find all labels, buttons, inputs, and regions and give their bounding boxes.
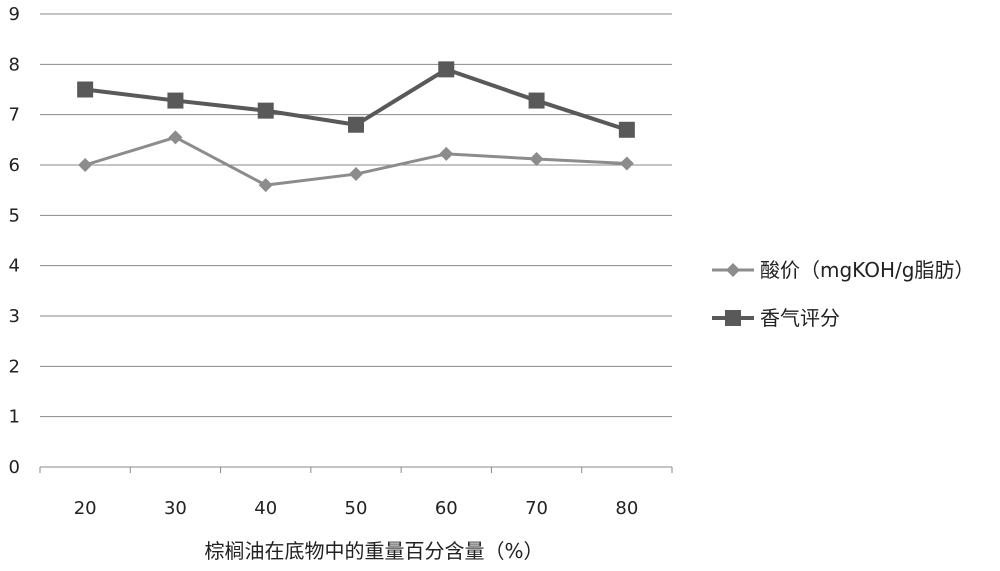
diamond-point	[619, 156, 634, 171]
x-tick-label: 40	[254, 498, 277, 519]
diamond-point	[168, 130, 183, 145]
diamond-point	[78, 158, 93, 172]
y-tick-label: 4	[9, 256, 20, 277]
diamond-point	[529, 151, 544, 166]
y-axis-ticks: 0 1 2 3 4 5 6 7 8 9	[9, 4, 20, 478]
y-tick-label: 7	[9, 105, 20, 126]
legend-label: 香气评分	[760, 306, 840, 330]
legend-marker	[725, 310, 741, 326]
plot-series	[77, 61, 635, 193]
x-tick-label: 20	[74, 498, 97, 519]
x-tick-label: 30	[164, 498, 187, 519]
square-point	[167, 92, 184, 109]
legend-label: 酸价（mgKOH/g脂肪）	[760, 258, 974, 282]
square-point	[257, 102, 274, 119]
x-tick-label: 80	[615, 498, 638, 519]
y-tick-label: 1	[9, 407, 20, 428]
x-axis-title: 棕榈油在底物中的重量百分含量（%）	[204, 539, 543, 563]
y-tick-label: 2	[9, 356, 20, 377]
x-tick-label: 60	[435, 498, 458, 519]
y-tick-label: 5	[9, 205, 20, 226]
y-tick-label: 6	[9, 155, 20, 176]
x-axis	[39, 466, 673, 473]
gridlines	[40, 13, 672, 418]
y-tick-label: 8	[9, 54, 20, 75]
square-point	[438, 61, 455, 78]
y-tick-label: 3	[9, 306, 20, 327]
y-tick-label: 9	[9, 4, 20, 25]
legend: 酸价（mgKOH/g脂肪） 香气评分	[712, 258, 974, 330]
series-0	[78, 130, 634, 193]
square-point	[618, 121, 635, 138]
x-axis-ticks: 20 30 40 50 60 70 80	[74, 498, 639, 519]
square-point	[77, 81, 94, 98]
diamond-point	[258, 178, 273, 193]
x-tick-label: 50	[345, 498, 368, 519]
square-point	[528, 92, 545, 109]
diamond-point	[439, 146, 454, 161]
square-point	[348, 116, 364, 133]
x-tick-label: 70	[525, 498, 548, 519]
series-1	[77, 61, 635, 138]
y-tick-label: 0	[9, 457, 20, 478]
legend-marker	[726, 263, 740, 277]
diamond-point	[349, 167, 363, 182]
